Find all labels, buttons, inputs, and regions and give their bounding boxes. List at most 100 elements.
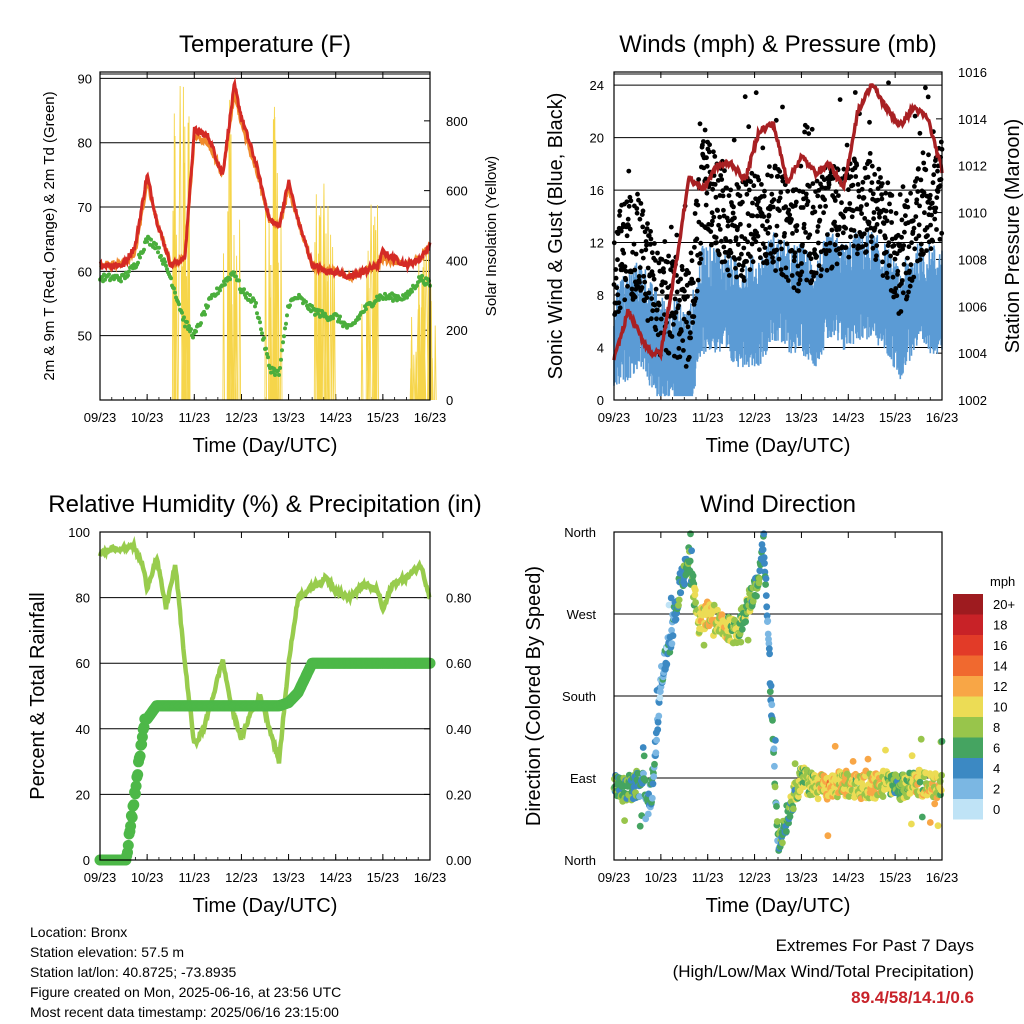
gust-point (648, 236, 654, 242)
x-tick-label: 16/23 (414, 870, 447, 885)
gust-point (870, 245, 876, 251)
legend-swatch (953, 778, 983, 799)
x-tick-label: 11/23 (692, 410, 724, 425)
dewpoint-point (279, 357, 283, 362)
dewpoint-point (420, 273, 424, 278)
legend-label: 4 (993, 761, 1000, 776)
gust-point (776, 256, 782, 262)
gust-point (918, 241, 924, 247)
gust-point (697, 251, 703, 257)
x-tick-label: 15/23 (879, 870, 912, 885)
gust-point (696, 177, 701, 182)
gust-point (769, 191, 775, 197)
x-tick-label: 09/23 (84, 410, 117, 425)
gust-point (745, 239, 750, 245)
gust-point (886, 263, 892, 268)
x-tick-label: 13/23 (785, 410, 818, 425)
gust-point (843, 245, 849, 250)
gust-point (806, 131, 812, 137)
legend-swatch (953, 737, 983, 758)
gust-point (846, 187, 851, 193)
gust-point (778, 267, 784, 272)
direction-point (742, 618, 749, 626)
gust-point (631, 241, 637, 247)
gust-point (883, 235, 888, 241)
dewpoint-point (154, 242, 158, 247)
dewpoint-point (223, 282, 227, 287)
gust-point (622, 264, 628, 269)
direction-point (864, 755, 872, 763)
precip-point (122, 839, 134, 851)
gust-point (685, 294, 690, 299)
gust-point (872, 225, 878, 231)
direction-point (917, 735, 925, 743)
figure-created: Figure created on Mon, 2025-06-16, at 23… (30, 984, 342, 1000)
gust-point (777, 195, 783, 201)
gust-point (814, 254, 820, 259)
x-tick-label: 13/23 (272, 410, 305, 425)
gust-point (751, 183, 757, 189)
gust-point (868, 239, 874, 245)
gust-point (717, 214, 723, 220)
gust-point (837, 224, 842, 230)
dewpoint-point (248, 293, 252, 297)
gust-point (773, 232, 779, 238)
y-tick-label: 4 (597, 341, 604, 356)
gust-point (695, 202, 701, 208)
gust-point (897, 192, 903, 197)
gust-point (817, 217, 823, 223)
gust-point (904, 294, 910, 299)
gust-point (677, 297, 682, 303)
dewpoint-point (119, 279, 123, 284)
direction-point (765, 640, 773, 647)
direction-point (681, 580, 689, 588)
gust-point (763, 226, 768, 232)
gust-point (921, 190, 927, 196)
direction-point (770, 745, 778, 753)
gust-point (889, 220, 894, 225)
gust-point (884, 218, 890, 224)
winds-ylabel-right: Station Pressure (Maroon) (1002, 119, 1024, 354)
pressure-series (612, 83, 944, 362)
station-location: Location: Bronx (30, 924, 128, 940)
gust-point (813, 270, 819, 276)
gust-point (700, 142, 705, 148)
gust-point (648, 316, 654, 322)
x-tick-label: 14/23 (319, 870, 352, 885)
gust-point (755, 233, 761, 239)
dewpoint-point (284, 321, 288, 326)
gust-point (656, 260, 662, 266)
gust-point (649, 250, 655, 256)
gust-point (927, 192, 933, 198)
y-right-tick-label: 1014 (958, 112, 987, 127)
gust-point (864, 202, 870, 208)
direction-point (675, 596, 683, 604)
x-tick-label: 16/23 (414, 410, 447, 425)
y-tick-label: 0 (83, 853, 90, 868)
gust-point (871, 210, 877, 215)
gust-point (676, 303, 681, 308)
legend-swatch (953, 717, 983, 738)
direction-point (937, 787, 945, 794)
gust-point (634, 206, 640, 211)
humidity-ylabel: Percent & Total Rainfall (27, 592, 49, 800)
y-right-tick-label: 0.40 (446, 722, 471, 737)
legend-swatch (953, 758, 983, 779)
y-tick-label: 70 (78, 200, 92, 215)
dewpoint-point (142, 247, 146, 252)
gust-point (800, 189, 806, 195)
dewpoint-point (264, 346, 268, 351)
gust-point (615, 231, 621, 237)
gust-point (760, 145, 766, 151)
gust-point (875, 197, 881, 203)
direction-point (688, 547, 695, 555)
gust-point (665, 259, 670, 265)
legend-label: 6 (993, 741, 1000, 756)
direction-point (675, 601, 682, 609)
gust-point (891, 243, 897, 248)
x-tick-label: 09/23 (598, 870, 631, 885)
gust-point (884, 249, 889, 255)
gust-point (792, 254, 797, 260)
direction-point (710, 601, 718, 609)
gust-point (791, 258, 797, 264)
